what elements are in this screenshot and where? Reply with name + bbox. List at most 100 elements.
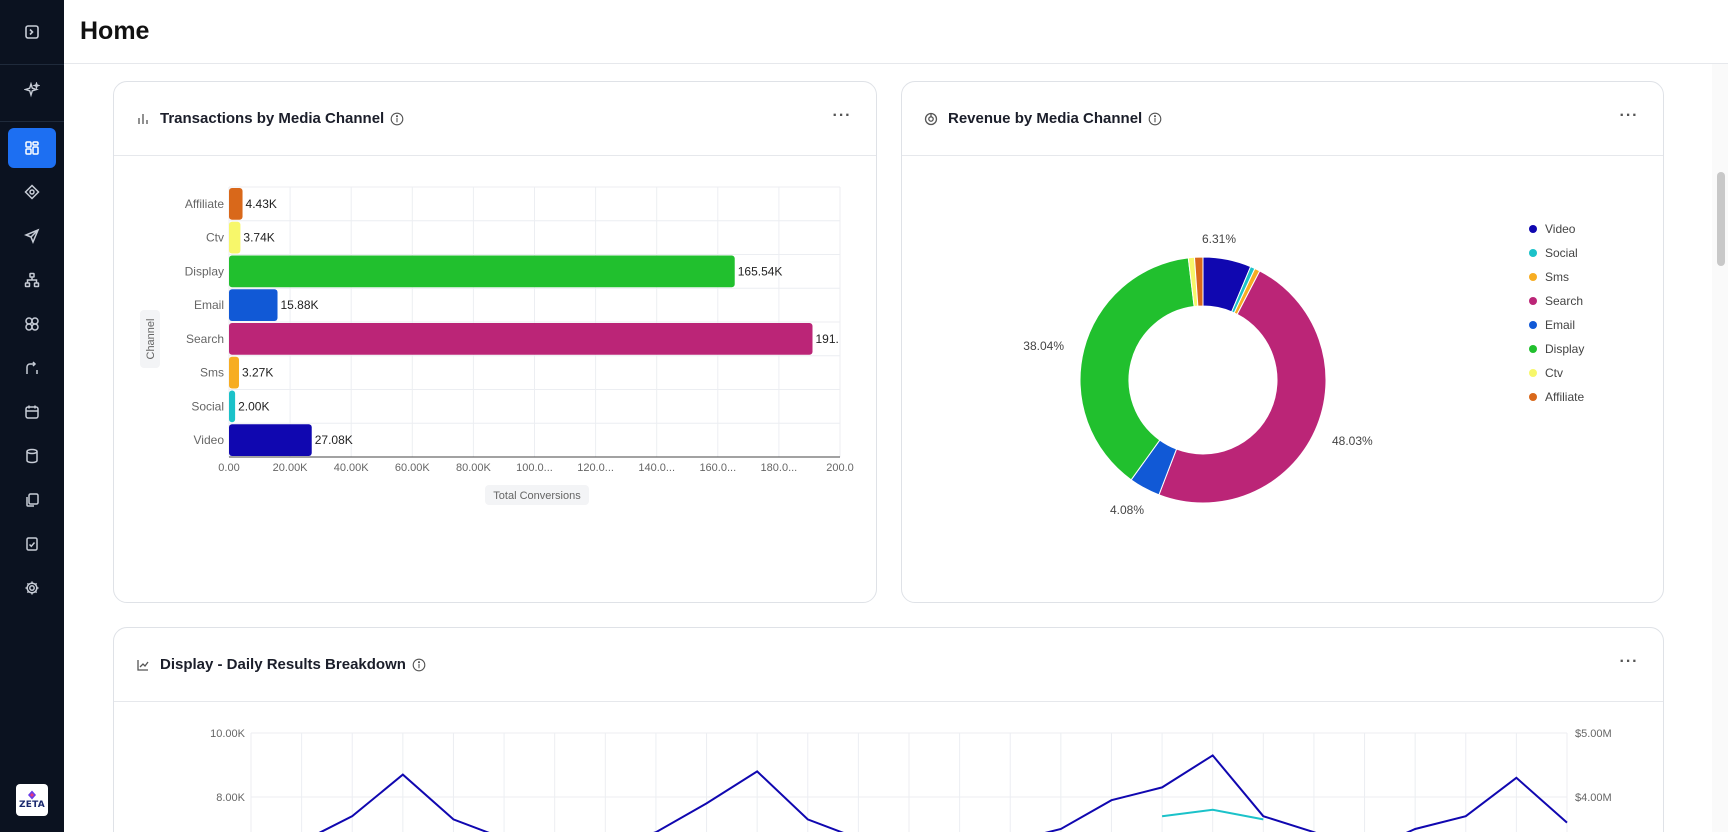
sidebar-item-campaigns[interactable] [8, 216, 56, 256]
category-label: Video [194, 433, 225, 447]
route-icon [26, 361, 38, 374]
sidebar-item-settings[interactable] [8, 568, 56, 608]
data-label: 4.08% [1110, 503, 1144, 517]
x-tick-label: 0.00 [218, 462, 239, 474]
card-header: Display - Daily Results Breakdown ··· [114, 628, 1663, 702]
page-title: Home [80, 17, 150, 45]
sidebar-item-ai-assistant[interactable] [8, 70, 56, 110]
more-options-button[interactable]: ··· [1619, 653, 1639, 670]
x-tick-label: 140.0... [638, 462, 675, 474]
more-options-button[interactable]: ··· [832, 107, 852, 124]
card-title: Revenue by Media Channel [948, 110, 1143, 127]
card-title: Transactions by Media Channel [160, 110, 385, 127]
category-label: Ctv [206, 231, 224, 245]
send-icon [24, 228, 40, 244]
sidebar-item-library[interactable] [8, 480, 56, 520]
legend-marker [1529, 393, 1537, 401]
slice-search [1158, 270, 1327, 504]
legend-marker [1529, 273, 1537, 281]
x-tick-label: 100.0... [516, 462, 553, 474]
sidebar-item-hierarchy[interactable] [8, 260, 56, 300]
slice-display [1079, 257, 1195, 481]
legend-label: Ctv [1545, 366, 1563, 380]
legend-label: Search [1545, 294, 1583, 308]
data-label: 3.74K [243, 231, 274, 245]
sidebar: ZETA [0, 0, 64, 832]
sidebar-item-dashboard[interactable] [8, 128, 56, 168]
x-tick-label: 80.00K [456, 462, 492, 474]
data-label: 2.00K [238, 399, 269, 413]
sidebar-item-journeys[interactable] [8, 348, 56, 388]
target-icon [24, 184, 40, 200]
zeta-logo[interactable]: ZETA [16, 784, 48, 816]
category-label: Display [185, 264, 224, 278]
daily-results-card: Display - Daily Results Breakdown ··· 10… [113, 627, 1664, 832]
data-label: 4.43K [246, 197, 277, 211]
data-label: 38.04% [1023, 339, 1064, 353]
panel-toggle-icon [25, 25, 39, 39]
x-tick-label: 160.0... [699, 462, 736, 474]
revenue-card: Revenue by Media Channel ··· 6.31% 48.03%… [901, 81, 1664, 603]
legend-label: Display [1545, 342, 1584, 356]
circles-icon [25, 317, 39, 331]
sidebar-toggle-button[interactable] [8, 12, 56, 52]
y2-tick-label: $4.00M [1575, 792, 1612, 804]
data-label: 3.27K [242, 366, 273, 380]
donut-chart-icon [924, 112, 938, 126]
bar-ctv [229, 221, 241, 254]
more-options-button[interactable]: ··· [1619, 107, 1639, 124]
org-chart-icon [24, 272, 40, 288]
info-icon[interactable] [390, 112, 404, 126]
x-tick-label: 20.00K [273, 462, 309, 474]
legend-marker [1529, 225, 1537, 233]
report-check-icon [26, 537, 38, 551]
y-tick-label: 8.00K [216, 792, 245, 804]
legend-marker [1529, 249, 1537, 257]
series-line-series-1 [318, 754, 1568, 832]
slice-affiliate [1193, 256, 1204, 307]
info-icon[interactable] [1148, 112, 1162, 126]
legend-marker [1529, 369, 1537, 377]
legend-label: Video [1545, 222, 1576, 236]
x-axis-title-bg [485, 485, 589, 505]
sidebar-item-data[interactable] [8, 436, 56, 476]
daily-line-chart: 10.00K 8.00K $5.00M $4.00M [210, 728, 1612, 832]
legend-marker [1529, 345, 1537, 353]
card-header: Transactions by Media Channel ··· [114, 82, 876, 156]
data-label: 27.08K [315, 433, 353, 447]
legend-marker [1529, 297, 1537, 305]
sidebar-item-reports[interactable] [8, 524, 56, 564]
legend-label: Affiliate [1545, 390, 1584, 404]
bar-search [229, 323, 813, 355]
bar-video [229, 424, 312, 456]
zeta-mark-icon [28, 790, 36, 800]
dashboard-grid-icon [25, 141, 39, 155]
revenue-donut-chart: 6.31% 48.03% 4.08% 38.04% Video Social Sms Sear… [1023, 222, 1584, 517]
category-label: Social [191, 399, 224, 413]
data-label: 15.88K [281, 298, 319, 312]
info-icon[interactable] [412, 658, 426, 672]
sidebar-item-calendar[interactable] [8, 392, 56, 432]
bar-social [229, 390, 236, 423]
sidebar-item-targeting[interactable] [8, 172, 56, 212]
bar-chart-icon [138, 114, 148, 124]
data-label: 165.54K [738, 264, 783, 278]
sidebar-item-audiences[interactable] [8, 304, 56, 344]
data-label: 6.31% [1202, 232, 1236, 246]
scrollbar-thumb[interactable] [1717, 172, 1725, 266]
legend-label: Sms [1545, 270, 1569, 284]
copy-icon [26, 493, 39, 507]
line-chart-icon [137, 660, 149, 671]
y-axis-title: Channel [145, 319, 157, 360]
gear-icon [25, 581, 39, 595]
calendar-icon [25, 405, 39, 419]
sparkle-icon [24, 82, 40, 98]
y-axis-title-bg [140, 310, 160, 368]
logo-text: ZETA [19, 800, 45, 810]
card-title: Display - Daily Results Breakdown [160, 656, 406, 673]
y-tick-label: 10.00K [210, 728, 246, 740]
database-icon [26, 448, 38, 464]
x-axis-title: Total Conversions [493, 490, 581, 502]
data-label: 191. [816, 332, 839, 346]
y2-tick-label: $5.00M [1575, 728, 1612, 740]
